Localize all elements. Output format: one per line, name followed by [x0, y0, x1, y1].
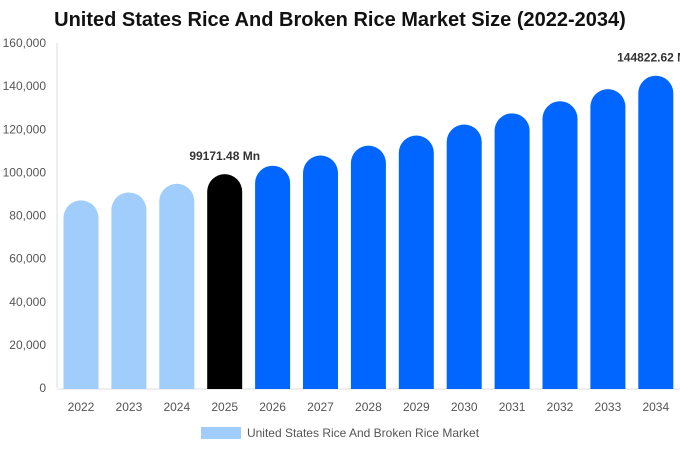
x-tick-label: 2026	[259, 400, 286, 414]
x-tick-label: 2031	[499, 400, 526, 414]
y-tick-label: 0	[39, 381, 46, 395]
y-tick-label: 140,000	[3, 79, 47, 93]
x-tick-label: 2030	[451, 400, 478, 414]
bar-2029	[398, 135, 434, 389]
data-label-2034: 144822.62 Mn	[617, 51, 680, 65]
x-tick-label: 2032	[547, 400, 574, 414]
y-tick-label: 100,000	[3, 165, 47, 179]
x-tick-label: 2028	[355, 400, 382, 414]
x-tick-label: 2022	[68, 400, 95, 414]
bar-2030	[446, 124, 482, 389]
x-tick-label: 2023	[116, 400, 143, 414]
y-tick-label: 20,000	[9, 338, 46, 352]
bar-2031	[494, 113, 530, 389]
x-tick-label: 2024	[163, 400, 190, 414]
x-tick-label: 2025	[211, 400, 238, 414]
bar-2027	[303, 155, 338, 389]
legend: United States Rice And Broken Rice Marke…	[0, 426, 680, 440]
bar-2028	[350, 145, 386, 389]
y-tick-label: 80,000	[9, 209, 46, 223]
y-tick-label: 60,000	[9, 252, 46, 266]
chart-title: United States Rice And Broken Rice Marke…	[54, 9, 626, 31]
legend-label: United States Rice And Broken Rice Marke…	[246, 426, 480, 440]
x-tick-label: 2027	[307, 400, 334, 414]
y-tick-label: 120,000	[3, 122, 47, 136]
x-tick-label: 2033	[595, 400, 622, 414]
legend-swatch	[200, 427, 241, 439]
bar-2025	[207, 174, 243, 389]
bar-2026	[255, 165, 291, 389]
bar-2022	[63, 200, 99, 389]
bar-2033	[590, 89, 626, 390]
bar-2032	[542, 101, 578, 389]
y-tick-label: 40,000	[9, 295, 46, 309]
x-tick-label: 2034	[642, 400, 669, 414]
bar-2023	[111, 192, 147, 389]
bar-2024	[159, 183, 195, 389]
bar-2034	[638, 75, 674, 389]
x-tick-label: 2029	[403, 400, 430, 414]
y-tick-label: 160,000	[3, 36, 47, 50]
data-label-2025: 99171.48 Mn	[189, 149, 260, 163]
